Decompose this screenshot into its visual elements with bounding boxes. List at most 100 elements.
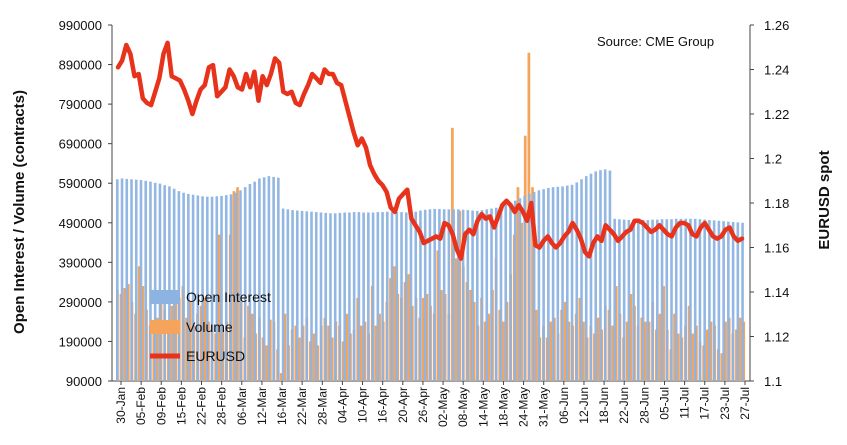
open-interest-bar [286,209,290,381]
right-tick-label: 1.18 [764,196,789,211]
volume-bar [141,286,145,381]
x-tick-label: 04-Apr [335,387,349,423]
open-interest-bar [603,169,607,381]
right-tick-label: 1.24 [764,63,789,78]
volume-bar [268,319,272,381]
open-interest-bar [324,212,328,381]
right-tick-label: 1.22 [764,107,789,122]
open-interest-bar [390,211,394,381]
open-interest-bar [229,194,233,381]
open-interest-bar [566,185,569,381]
open-interest-bar [177,191,181,381]
open-interest-bar [381,212,384,381]
open-interest-bar [163,185,166,381]
open-interest-bar [480,210,484,381]
volume-bar [217,234,221,381]
open-interest-bar [504,204,508,381]
open-interest-bar [338,212,342,381]
volume-bar [425,293,429,381]
volume-bar [458,210,462,381]
volume-bar [185,317,188,381]
source-note: Source: CME Group [597,34,714,49]
volume-bar [720,353,724,381]
open-interest-bar [120,178,124,381]
open-interest-bar [243,187,247,381]
volume-bar [363,321,367,381]
volume-bar [596,317,600,381]
open-interest-bar [371,212,375,381]
volume-bar [283,313,287,381]
open-interest-bar [698,219,702,381]
open-interest-bar [144,180,148,381]
open-interest-bar [433,208,436,381]
volume-bar [123,288,127,381]
open-interest-bar [727,221,730,381]
x-tick-label: 28-Feb [215,387,229,425]
right-axis-title: EURUSD spot [816,150,833,249]
volume-bar [232,191,236,381]
open-interest-bar [310,211,313,381]
volume-bar [691,333,695,381]
x-tick-label: 30-Jan [114,387,128,424]
open-interest-bar [267,176,271,381]
volume-bar [250,313,254,381]
open-interest-bar [618,219,621,381]
volume-bar [247,305,250,381]
open-interest-bar [551,187,555,381]
open-interest-bar [580,179,583,381]
left-tick-label: 290000 [59,295,102,310]
x-tick-label: 22-Jun [617,387,631,424]
open-interest-bar [466,210,470,381]
left-tick-label: 990000 [59,18,102,33]
volume-bar [279,373,283,381]
x-tick-label: 16-Mar [275,387,289,425]
volume-bar [578,297,582,381]
legend-label-volume: Volume [186,319,233,335]
open-interest-bar [494,207,498,381]
open-interest-bar [532,191,536,381]
open-interest-bar [187,193,190,381]
volume-bar [454,258,458,381]
open-interest-bar [485,209,489,381]
volume-bar [644,321,647,381]
open-interest-bar [646,220,650,381]
open-interest-bar [684,218,688,381]
open-interest-bar [594,171,598,381]
open-interest-bar [523,195,526,381]
open-interest-bar [584,176,588,381]
volume-bar [629,293,633,381]
volume-bar [170,305,174,381]
open-interest-bar [206,196,209,381]
open-interest-bar [210,196,214,381]
open-interest-bar [220,195,223,381]
volume-bar [662,286,665,381]
open-interest-bar [627,220,631,381]
open-interest-series [116,169,744,381]
tick-labels: 990000 890000 790000 690000 590000 490000 3900… [59,18,790,427]
open-interest-bar [575,182,579,381]
open-interest-bar [196,195,200,381]
open-interest-bar [608,170,612,381]
x-tick-label: 02-May [436,387,450,427]
right-tick-label: 1.14 [764,285,789,300]
legend: Open Interest Volume EURUSD [150,289,271,364]
volume-bar [341,341,345,381]
open-interest-bar [168,186,171,381]
open-interest-bar [258,178,261,381]
open-interest-bar [215,196,219,381]
volume-bar [294,325,298,381]
open-interest-bar [641,220,645,381]
x-tick-label: 23-Jul [718,387,732,420]
x-tick-label: 05-Feb [134,387,148,425]
open-interest-bar [741,222,744,381]
open-interest-bar [447,209,451,381]
x-tick-label: 31-May [537,387,551,427]
open-interest-bar [116,179,119,381]
volume-bar [392,266,396,381]
open-interest-bar [253,181,256,381]
x-tick-label: 16-Apr [376,387,390,423]
volume-bar [611,325,614,381]
open-interest-bar [367,212,370,381]
open-interest-bar [134,179,138,381]
volume-bar [327,325,330,381]
